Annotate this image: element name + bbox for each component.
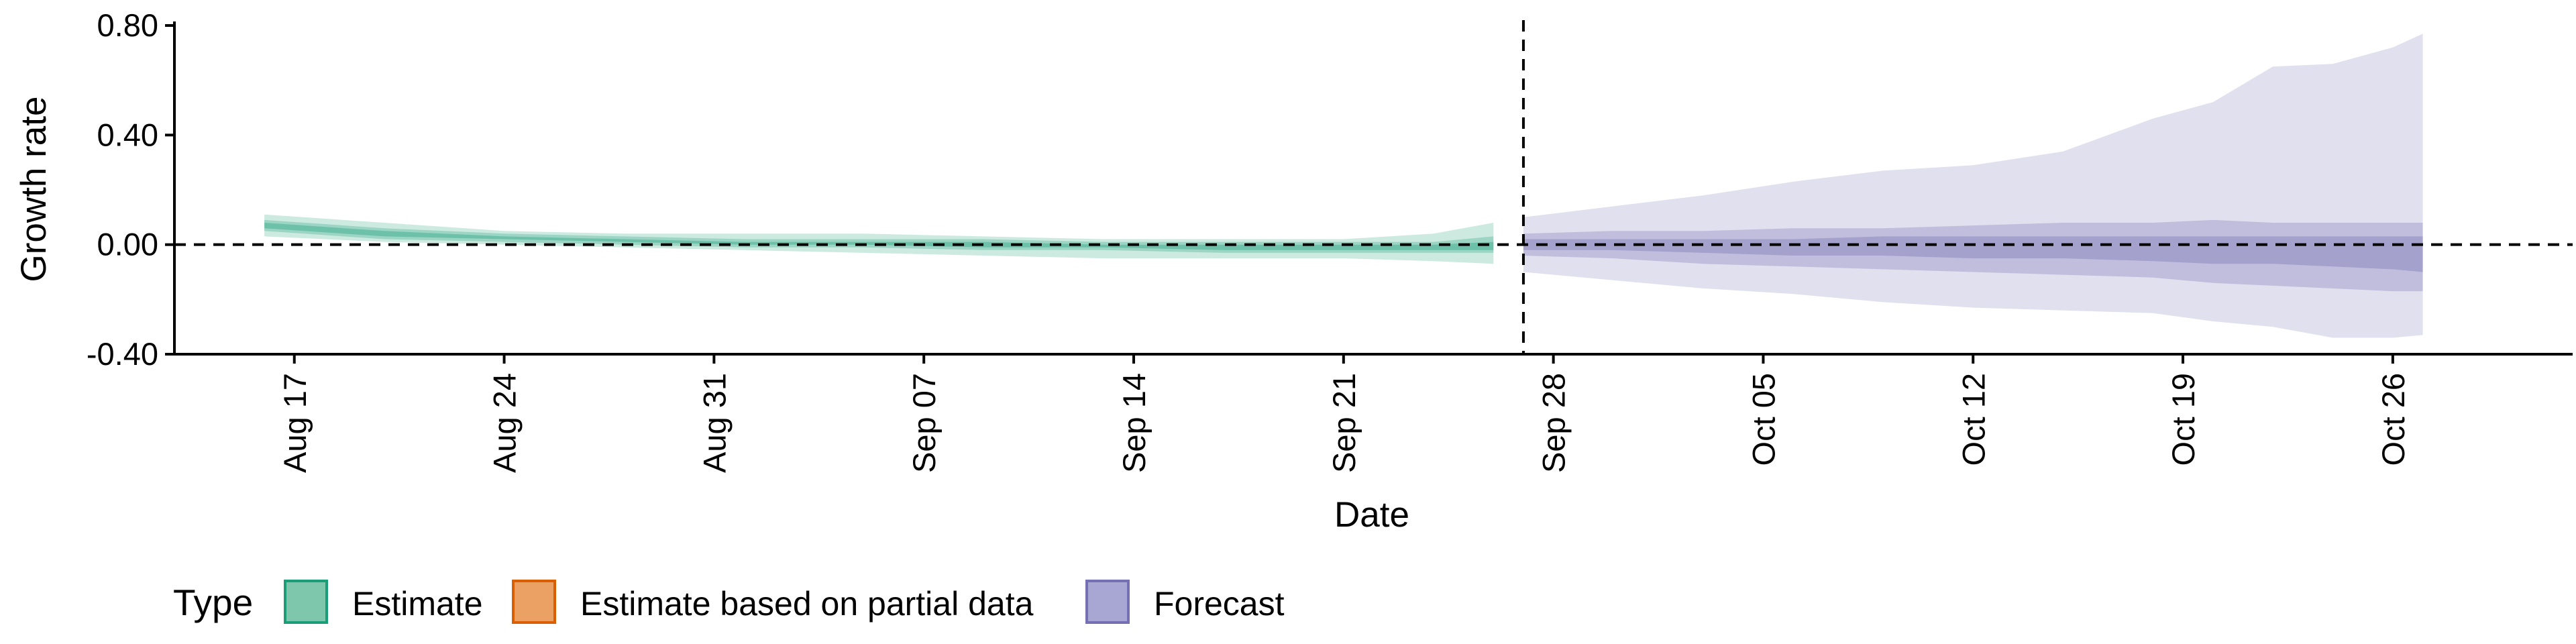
legend-item: Estimate based on partial data	[512, 580, 1034, 624]
legend-swatch	[1085, 580, 1130, 624]
x-tick-label: Aug 17	[277, 373, 313, 473]
x-axis-label: Date	[1334, 495, 1409, 535]
estimate-band-90	[264, 214, 1494, 264]
x-tick-label: Oct 05	[1746, 373, 1781, 466]
legend-label: Estimate based on partial data	[580, 585, 1034, 623]
legend-title: Type	[173, 582, 253, 623]
x-tick-label: Sep 28	[1536, 373, 1572, 473]
forecast-band-90	[1523, 34, 2423, 338]
legend-item: Forecast	[1085, 580, 1285, 624]
series-bands-layer	[264, 34, 2423, 338]
y-tick-label: 0.80	[97, 7, 158, 43]
x-tick-label: Sep 07	[906, 373, 942, 473]
x-tick-label: Oct 12	[1955, 373, 1991, 466]
y-axis-ticks: -0.40 0.00 0.40 0.80	[87, 7, 174, 372]
y-tick-label: 0.40	[97, 117, 158, 152]
y-tick-label: 0.00	[97, 227, 158, 262]
legend-label: Forecast	[1154, 585, 1285, 623]
legend-swatch	[284, 580, 328, 624]
y-tick-label: -0.40	[87, 336, 158, 372]
x-tick-label: Oct 26	[2375, 373, 2411, 466]
x-tick-label: Sep 14	[1116, 373, 1152, 473]
legend-label: Estimate	[352, 585, 483, 623]
forecast-band-50	[1523, 219, 2423, 292]
x-tick-label: Aug 24	[487, 373, 523, 473]
x-tick-label: Sep 21	[1326, 373, 1362, 473]
legend-swatch	[512, 580, 556, 624]
x-tick-label: Oct 19	[2165, 373, 2201, 466]
legend-item: Estimate	[284, 580, 483, 624]
x-axis-ticks: Aug 17 Aug 24 Aug 31 Sep 07 Sep 14 Sep 21 Sep …	[277, 354, 2411, 473]
legend: Type Estimate Estimate based on partial d…	[173, 580, 1285, 624]
legend-items: Estimate Estimate based on partial data Fo…	[284, 580, 1285, 624]
x-tick-label: Aug 31	[696, 373, 732, 473]
y-axis-label: Growth rate	[14, 97, 54, 282]
